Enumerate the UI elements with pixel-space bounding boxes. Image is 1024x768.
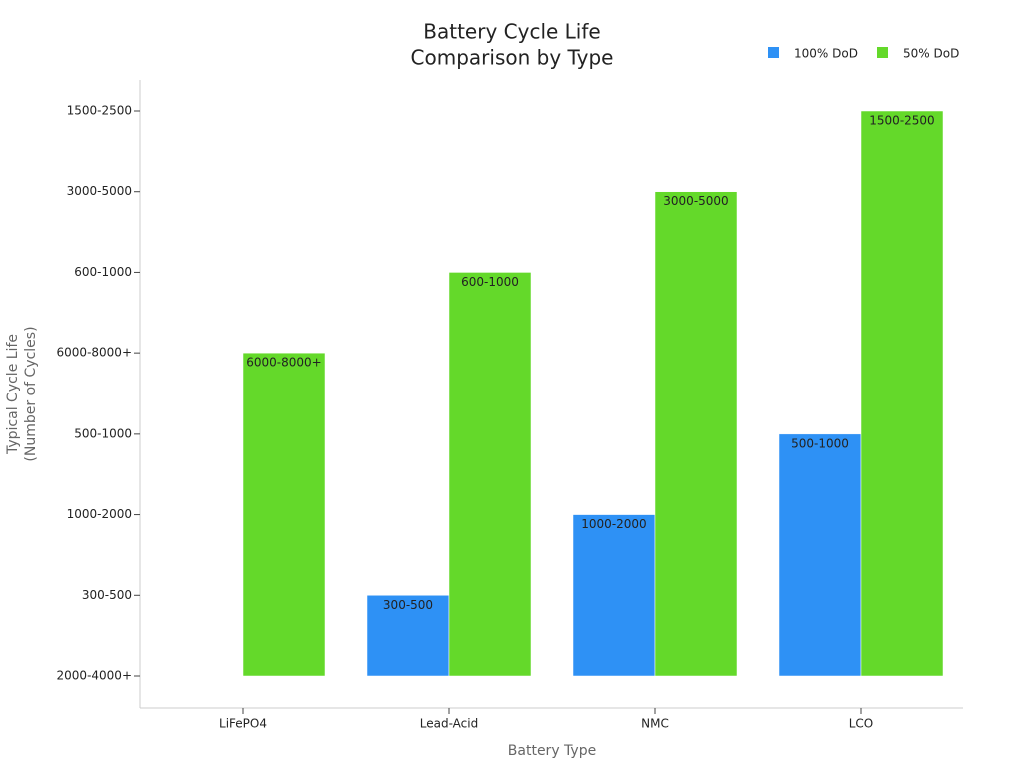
x-tick-label: NMC (641, 717, 669, 731)
x-tick-label: Lead-Acid (420, 717, 478, 731)
y-tick-label: 6000-8000+ (57, 346, 132, 360)
data-label: 3000-5000 (663, 194, 728, 208)
data-label: 1000-2000 (581, 517, 646, 531)
y-axis-title: Typical Cycle Life (5, 334, 21, 455)
y-tick-label: 500-1000 (74, 426, 132, 440)
legend-label: 100% DoD (794, 47, 858, 61)
y-tick-label: 300-500 (82, 588, 132, 602)
y-tick-label: 2000-4000+ (57, 669, 132, 683)
data-label: 600-1000 (461, 275, 519, 289)
x-tick-label: LiFePO4 (219, 717, 267, 731)
y-tick-label: 1500-2500 (67, 104, 132, 118)
chart-title: Comparison by Type (411, 46, 614, 70)
data-label: 500-1000 (791, 436, 849, 450)
legend-swatch (877, 47, 888, 58)
data-label: 6000-8000+ (246, 356, 321, 370)
x-axis-title: Battery Type (508, 743, 596, 759)
data-label: 300-500 (383, 598, 433, 612)
bar (860, 110, 944, 677)
y-tick-label: 600-1000 (74, 265, 132, 279)
chart-title: Battery Cycle Life (423, 20, 600, 44)
bar (654, 191, 738, 677)
x-tick-label: LCO (849, 717, 874, 731)
bar (242, 352, 326, 677)
legend-swatch (768, 47, 779, 58)
legend-label: 50% DoD (903, 47, 959, 61)
y-tick-label: 3000-5000 (67, 184, 132, 198)
bar (448, 272, 532, 677)
y-tick-label: 1000-2000 (67, 507, 132, 521)
y-axis-title: (Number of Cycles) (23, 326, 39, 461)
bar (778, 433, 862, 677)
bar (572, 514, 656, 677)
data-label: 1500-2500 (869, 114, 934, 128)
